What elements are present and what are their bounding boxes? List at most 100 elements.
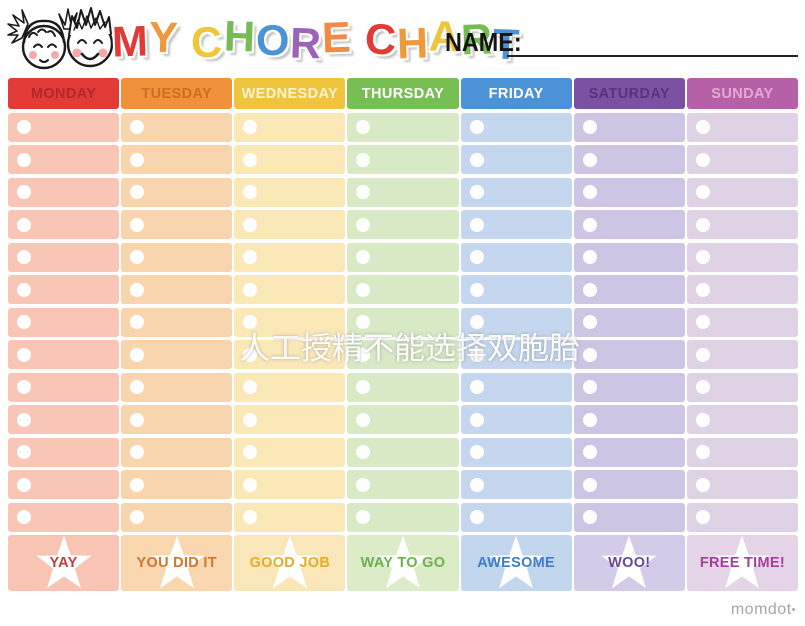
chore-bullet-circle <box>356 412 371 427</box>
chore-bullet-circle <box>582 477 597 492</box>
chore-bullet-circle <box>695 380 710 394</box>
chore-bullet-circle <box>130 282 145 297</box>
chore-row <box>573 242 685 272</box>
chore-row <box>121 372 233 402</box>
star-icon <box>488 535 544 589</box>
chore-bullet-circle <box>469 217 484 232</box>
title-letter: C <box>363 15 398 65</box>
chore-row <box>460 112 572 142</box>
chore-bullet-circle <box>582 120 597 134</box>
chore-row <box>121 340 233 369</box>
name-input-line <box>507 32 798 57</box>
chore-bullet-circle <box>243 477 258 492</box>
chore-row <box>460 502 572 532</box>
chore-row <box>347 242 459 272</box>
chore-bullet-circle <box>17 217 31 232</box>
chore-row <box>8 372 120 402</box>
day-header-friday: FRIDAY <box>460 78 572 109</box>
chore-bullet-circle <box>130 477 145 492</box>
chore-row <box>121 242 233 272</box>
chore-bullet-circle <box>243 380 258 394</box>
chore-bullet-circle <box>695 250 710 264</box>
reward-cell-sunday: FREE TIME! <box>686 535 798 591</box>
chore-row <box>8 275 120 304</box>
star-icon <box>262 535 318 589</box>
chore-row <box>234 210 346 239</box>
chore-row <box>573 307 685 337</box>
reward-label: WOO! <box>608 555 651 571</box>
chore-row <box>234 502 346 532</box>
kids-faces-illustration <box>7 7 114 70</box>
chore-bullet-circle <box>130 315 145 329</box>
reward-label: AWESOME <box>477 555 556 571</box>
chore-row <box>686 340 798 369</box>
chore-row <box>686 112 798 142</box>
chore-bullet-circle <box>582 445 597 459</box>
brand-logo: momdot• <box>731 601 796 619</box>
chore-row <box>686 437 798 467</box>
chore-row <box>686 372 798 402</box>
chore-row <box>234 177 346 207</box>
chore-row <box>347 275 459 304</box>
chore-bullet-circle <box>356 510 371 524</box>
chore-row <box>573 210 685 239</box>
day-column-sunday: SUNDAY FREE TIME! <box>686 78 798 591</box>
chore-row <box>8 502 120 532</box>
chore-bullet-circle <box>130 510 145 524</box>
chore-row <box>347 145 459 174</box>
chore-bullet-circle <box>582 217 597 232</box>
title-letter <box>352 4 365 72</box>
chore-table: MONDAY YAY TUESDAY YOU DID IT WEDNESDAY GOOD … <box>8 78 798 591</box>
chore-bullet-circle <box>243 315 258 329</box>
star-icon <box>601 535 657 589</box>
chore-bullet-circle <box>130 445 145 459</box>
chore-bullet-circle <box>17 250 31 264</box>
chore-row <box>460 210 572 239</box>
chore-bullet-circle <box>17 282 31 297</box>
chore-row <box>347 405 459 434</box>
chore-row <box>460 437 572 467</box>
chore-row <box>8 177 120 207</box>
star-icon <box>375 535 431 589</box>
day-header-wednesday: WEDNESDAY <box>234 78 346 109</box>
reward-label: GOOD JOB <box>249 555 331 571</box>
chore-bullet-circle <box>695 152 710 167</box>
chore-bullet-circle <box>582 380 597 394</box>
chore-row <box>460 340 572 369</box>
reward-cell-wednesday: GOOD JOB <box>234 535 346 591</box>
chore-bullet-circle <box>469 282 484 297</box>
chore-bullet-circle <box>243 250 258 264</box>
reward-label: YAY <box>49 555 78 571</box>
chore-bullet-circle <box>469 477 484 492</box>
chore-row <box>460 275 572 304</box>
chore-row <box>234 112 346 142</box>
title-letter: H <box>395 19 430 69</box>
chore-row <box>8 470 120 499</box>
day-column-monday: MONDAY YAY <box>8 78 120 591</box>
star-icon <box>36 535 92 589</box>
chore-row <box>573 437 685 467</box>
chore-bullet-circle <box>130 380 145 394</box>
day-header-thursday: THURSDAY <box>347 78 459 109</box>
title-letter: O <box>255 16 291 66</box>
chore-row <box>686 210 798 239</box>
chore-row <box>460 372 572 402</box>
day-header-saturday: SATURDAY <box>573 78 685 109</box>
chore-row <box>573 340 685 369</box>
title-letter: R <box>289 19 323 69</box>
chore-row <box>121 307 233 337</box>
chore-bullet-circle <box>17 347 31 362</box>
chore-bullet-circle <box>356 380 371 394</box>
chore-bullet-circle <box>695 477 710 492</box>
chore-row <box>234 372 346 402</box>
chore-row <box>573 405 685 434</box>
chore-row <box>347 112 459 142</box>
chore-bullet-circle <box>17 120 31 134</box>
chore-row <box>347 340 459 369</box>
chore-bullet-circle <box>469 510 484 524</box>
chore-bullet-circle <box>582 412 597 427</box>
chore-bullet-circle <box>356 250 371 264</box>
chore-bullet-circle <box>17 185 31 199</box>
chore-row <box>460 177 572 207</box>
chore-row <box>121 437 233 467</box>
